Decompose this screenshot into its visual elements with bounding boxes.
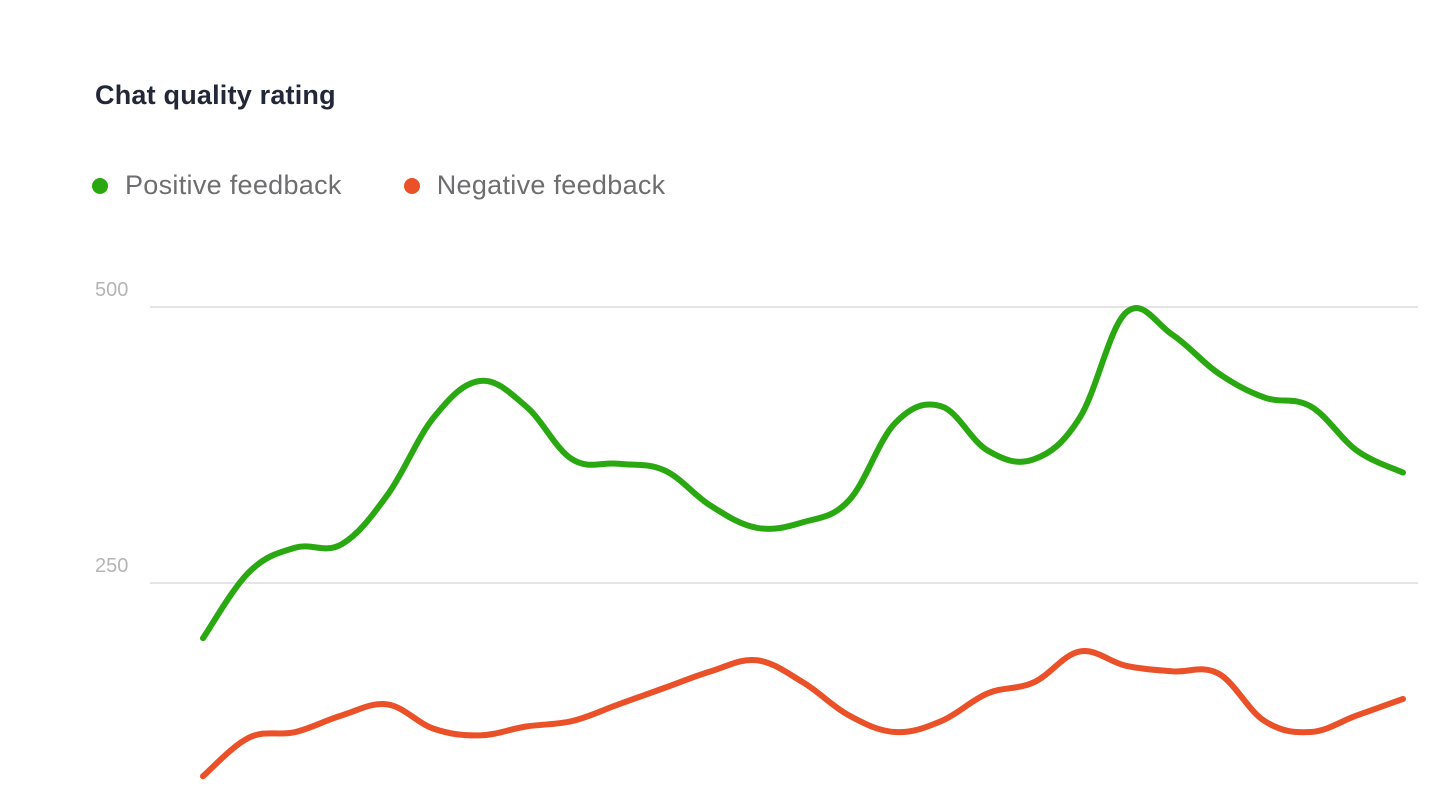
legend-label-positive: Positive feedback xyxy=(125,170,342,200)
chart-title: Chat quality rating xyxy=(95,80,336,110)
y-tick-label-250: 250 xyxy=(95,555,128,577)
y-tick-label-500: 500 xyxy=(95,279,128,301)
series-layer xyxy=(200,305,1406,780)
chart-legend: Positive feedback Negative feedback xyxy=(92,170,665,201)
legend-dot-negative xyxy=(403,177,420,194)
grid-layer: 250 500 xyxy=(95,279,1418,584)
legend-item-positive: Positive feedback xyxy=(92,170,342,201)
legend-dot-positive xyxy=(92,177,108,194)
series-line-negative xyxy=(200,648,1406,780)
series-line-positive xyxy=(200,305,1406,642)
legend-label-negative: Negative feedback xyxy=(436,170,666,200)
legend-item-negative: Negative feedback xyxy=(403,170,666,201)
